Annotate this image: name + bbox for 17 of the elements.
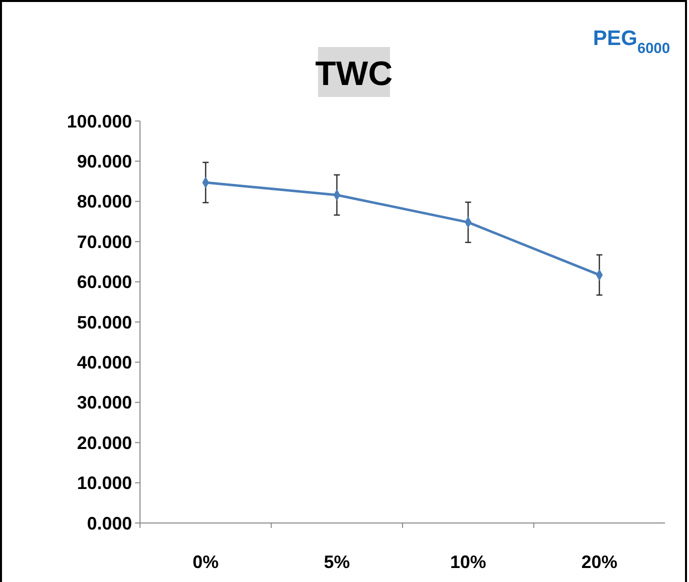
y-tick-label: 60.000	[76, 272, 132, 292]
x-tick-label: 0%	[192, 552, 219, 572]
text: PEG$_{6000}$	[592, 27, 670, 57]
chart-title: TWC	[315, 55, 393, 93]
x-tick-label: 20%	[581, 552, 618, 572]
y-tick-label: 40.000	[76, 352, 132, 372]
y-tick-label: 30.000	[76, 392, 132, 413]
y-tick-label: 100.000	[66, 111, 132, 132]
x-tick-label: 5%	[324, 552, 350, 572]
y-tick-label: 20.000	[76, 432, 132, 453]
y-tick-label: 0.000	[86, 513, 132, 534]
y-tick-label: 90.000	[76, 152, 132, 172]
y-tick-label: 70.000	[76, 232, 132, 252]
x-tick-label: 10%	[450, 552, 486, 572]
y-tick-label: 80.000	[76, 192, 132, 212]
y-tick-label: 10.000	[76, 473, 132, 494]
y-tick-label: 50.000	[76, 312, 132, 332]
